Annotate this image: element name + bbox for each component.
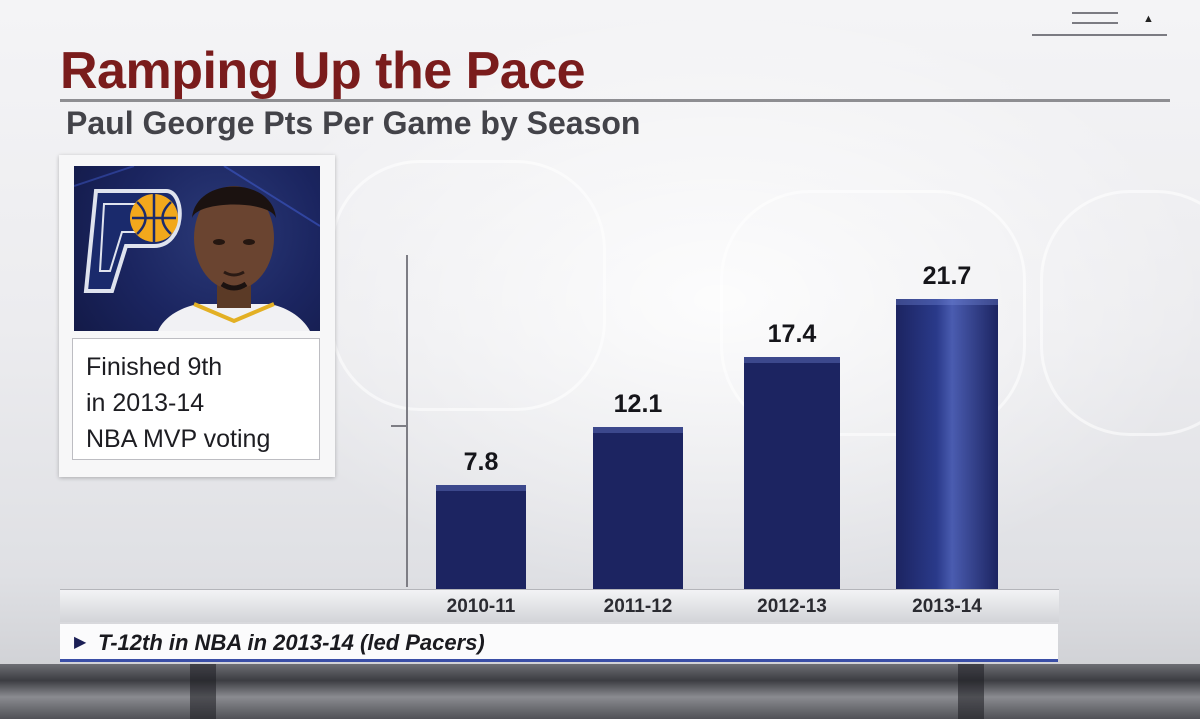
player-photo [74,166,320,331]
menu-rule [1032,34,1167,36]
bar-top-2012-13 [744,357,840,363]
studio-floor [0,664,1200,719]
background-watermark-shape [1040,190,1200,436]
player-headshot-image [74,166,320,331]
bar-value-label: 17.4 [767,320,817,348]
bar-2011-12 [593,427,683,589]
mvp-note-line: Finished 9th [86,353,223,381]
x-tick-label: 2012-13 [757,596,827,617]
bar-top-2013-14 [896,299,998,305]
up-arrow-icon: ▲ [1143,13,1154,25]
bar-value-label: 12.1 [613,390,663,418]
background-watermark-shape [330,160,606,411]
menu-line-icon [1072,22,1118,24]
background-watermark-shape [720,190,1026,436]
mvp-note-line: NBA MVP voting [86,425,271,453]
mvp-note-box: Finished 9th in 2013-14 NBA MVP voting [72,338,320,460]
player-card: Finished 9th in 2013-14 NBA MVP voting [59,155,335,477]
chart-subtitle: Paul George Pts Per Game by Season [66,105,641,141]
bar-2012-13 [744,357,840,589]
bar-top-2011-12 [593,427,683,433]
mvp-note-line: in 2013-14 [86,389,205,417]
player-silhouette [158,186,310,331]
x-tick-label: 2013-14 [912,596,982,617]
x-axis-band [60,589,1059,622]
play-arrow-icon: ▶ [74,634,87,651]
footnote-bar: ▶ T-12th in NBA in 2013-14 (led Pacers) [60,624,1058,662]
footnote-text: T-12th in NBA in 2013-14 (led Pacers) [98,630,485,655]
bar-2013-14 [896,299,998,589]
menu-line-icon [1072,12,1118,14]
bar-2010-11 [436,485,526,589]
bar-top-2010-11 [436,485,526,491]
y-axis-tick [391,425,407,427]
x-tick-label: 2010-11 [446,596,516,617]
title-divider [60,99,1170,102]
x-tick-label: 2011-12 [603,596,673,617]
chart-title: Ramping Up the Pace [60,42,586,100]
pacers-logo-icon [83,189,182,293]
floor-post [190,664,216,719]
bar-value-label: 21.7 [922,262,972,290]
floor-post [958,664,984,719]
bar-value-label: 7.8 [463,448,499,476]
y-axis [406,255,408,587]
